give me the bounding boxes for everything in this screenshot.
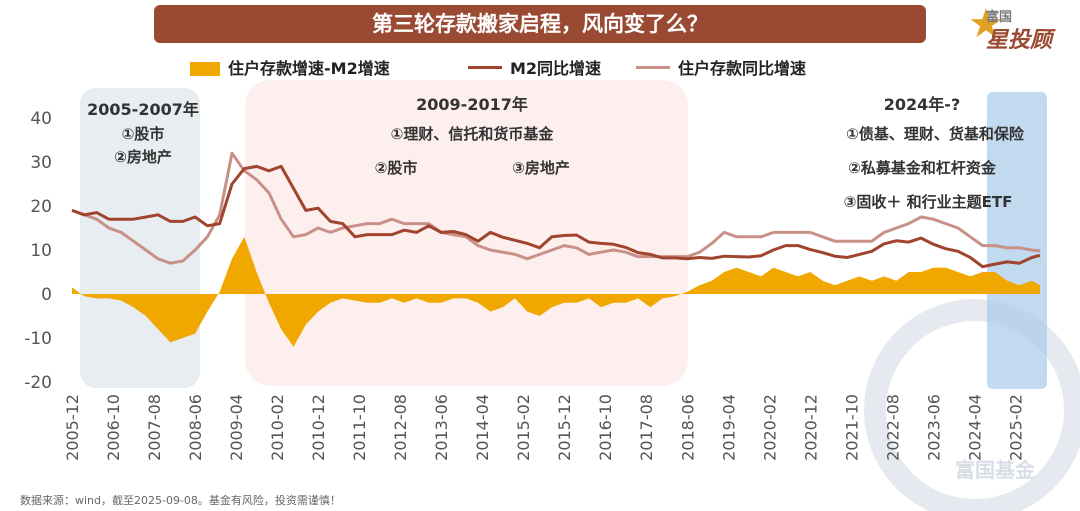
x-tick-label: 2020-12 — [801, 394, 820, 461]
x-tick-label: 2024-04 — [965, 394, 984, 461]
annotation-item: ③固收＋ 和行业主题ETF — [844, 193, 1013, 211]
x-tick-label: 2010-12 — [309, 394, 328, 461]
legend-label: 住户存款同比增速 — [678, 59, 807, 78]
annotation-item: ①股市 — [122, 125, 165, 143]
y-tick-label: 20 — [30, 197, 52, 217]
logo-main-text: 星投顾 — [986, 28, 1053, 53]
annotation-item: ②股市 — [375, 159, 418, 177]
region-2009-2017 — [245, 80, 688, 386]
x-tick-label: 2006-10 — [104, 394, 123, 461]
logo-top-text: 富国 — [986, 10, 1013, 25]
x-tick-label: 2018-06 — [678, 394, 697, 461]
annotation-heading: 2024年-? — [884, 95, 960, 114]
y-tick-label: 0 — [41, 285, 52, 305]
x-tick-label: 2015-12 — [555, 394, 574, 461]
x-tick-label: 2015-02 — [514, 394, 533, 461]
source-note: 数据来源：wind，截至2025-09-08。基金有风险，投资需谨慎！ — [20, 494, 341, 507]
x-tick-label: 2019-04 — [719, 394, 738, 461]
legend-item-m2: M2同比增速 — [468, 56, 601, 82]
y-tick-label: 30 — [30, 153, 52, 173]
x-tick-label: 2014-04 — [473, 394, 492, 461]
legend-swatch-line — [468, 66, 502, 69]
legend-label: M2同比增速 — [510, 59, 602, 78]
y-tick-label: 10 — [30, 241, 52, 261]
x-tick-label: 2012-08 — [391, 394, 410, 461]
x-tick-label: 2022-08 — [883, 394, 902, 461]
brand-logo: ★ 富国 星投顾 — [968, 4, 1068, 54]
chart-title: 第三轮存款搬家启程，风向变了么？ — [154, 5, 926, 43]
legend-label: 住户存款增速-M2增速 — [228, 59, 390, 78]
y-tick-label: 40 — [30, 109, 52, 129]
x-tick-label: 2008-06 — [186, 394, 205, 461]
x-tick-label: 2025-02 — [1006, 394, 1025, 461]
annotation-heading: 2005-2007年 — [87, 100, 199, 119]
annotation-item: ②私募基金和杠杆资金 — [848, 159, 997, 177]
annotation-heading: 2009-2017年 — [416, 95, 528, 114]
series-line-deposit — [71, 151, 1041, 265]
watermark-ring — [864, 299, 1080, 511]
series-line-m2 — [71, 164, 1041, 269]
x-tick-label: 2017-08 — [637, 394, 656, 461]
x-tick-label: 2021-10 — [842, 394, 861, 461]
legend-item-deposit: 住户存款同比增速 — [636, 56, 806, 82]
x-tick-label: 2020-02 — [760, 394, 779, 461]
x-tick-label: 2007-08 — [145, 394, 164, 461]
watermark-text: 富国基金 — [955, 458, 1035, 482]
annotation-item: ①理财、信托和货币基金 — [391, 125, 555, 143]
annotation-item: ③房地产 — [512, 159, 570, 177]
x-tick-label: 2009-04 — [227, 394, 246, 461]
x-tick-label: 2023-06 — [924, 394, 943, 461]
x-tick-label: 2016-10 — [596, 394, 615, 461]
y-tick-label: -20 — [24, 373, 52, 393]
region-2024 — [987, 92, 1047, 389]
chart-legend: 住户存款增速-M2增速 M2同比增速 住户存款同比增速 — [190, 56, 890, 82]
legend-swatch-area — [190, 62, 220, 76]
star-icon: ★ — [968, 1, 1004, 47]
annotation-item: ①债基、理财、货基和保险 — [846, 125, 1025, 143]
series-area-diff — [72, 236, 1040, 347]
x-tick-label: 2010-02 — [268, 394, 287, 461]
legend-swatch-line — [636, 66, 670, 69]
x-tick-label: 2013-06 — [432, 394, 451, 461]
x-tick-label: 2011-10 — [350, 394, 369, 461]
y-tick-label: -10 — [24, 329, 52, 349]
legend-item-diff: 住户存款增速-M2增速 — [190, 56, 390, 82]
x-tick-label: 2005-12 — [63, 394, 82, 461]
annotation-item: ②房地产 — [114, 148, 172, 166]
